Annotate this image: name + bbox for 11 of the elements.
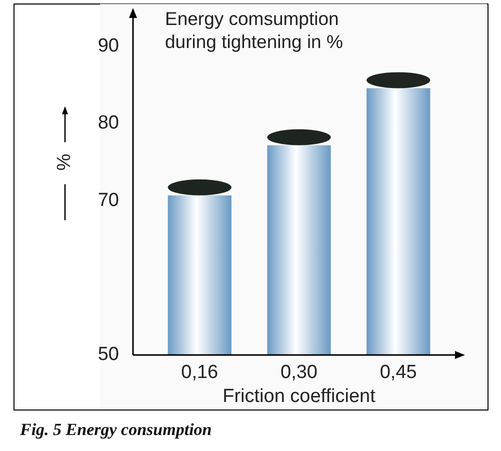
x-tick-label: 0,30	[280, 362, 318, 383]
y-tick-label: 90	[98, 36, 119, 57]
x-tick-label: 0,16	[181, 362, 218, 383]
caption: Fig. 5 Energy consumption	[19, 420, 212, 439]
text: Energy comsumption during tightening in %	[165, 8, 343, 52]
y-tick-label: 70	[98, 190, 119, 211]
x-axis-title: Friction coefficient	[222, 386, 376, 407]
y-axis-title: %	[54, 154, 76, 171]
x-tick-label: 0,45	[380, 362, 417, 383]
y-tick-label: 80	[98, 112, 119, 134]
y-tick-label: 50	[98, 344, 119, 366]
